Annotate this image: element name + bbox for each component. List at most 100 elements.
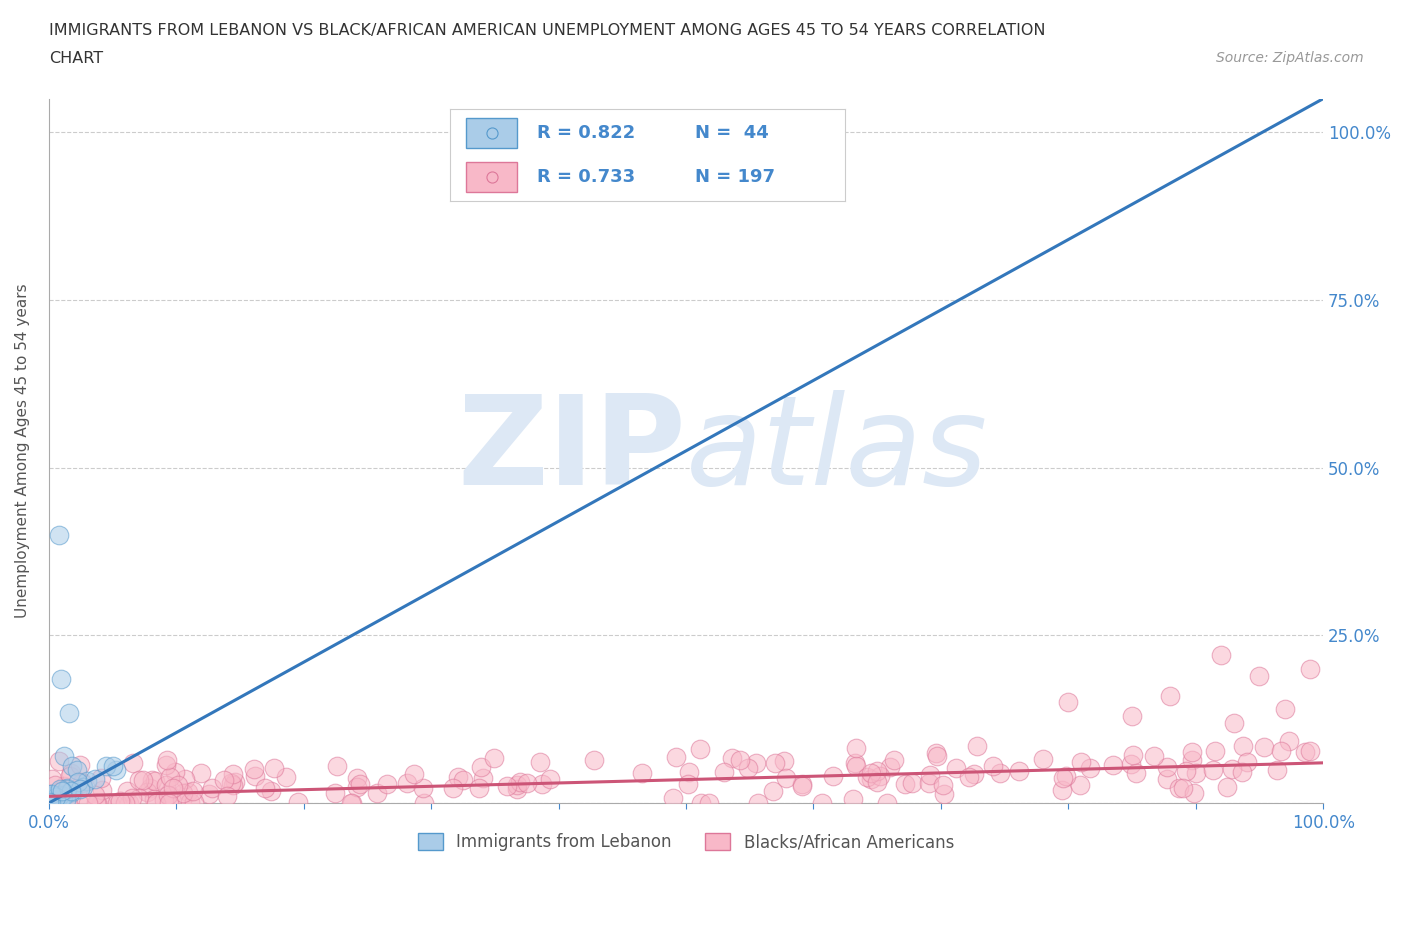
Point [346,780,368,795]
Point [1050,782,1073,797]
Point [1223,715,1246,730]
Point [1181,744,1204,759]
Point [842,791,865,806]
Point [981,758,1004,773]
Point [51,671,73,686]
Point [76,796,98,811]
Point [139,780,162,795]
Point [1253,740,1275,755]
Point [66,762,89,777]
Point [83,772,105,787]
Point [128,773,150,788]
Point [583,752,606,767]
Point [94,759,117,774]
Point [402,766,425,781]
Point [1008,764,1031,778]
Point [121,755,143,770]
Point [56,780,79,795]
Point [128,790,150,805]
Point [1121,709,1143,724]
Point [340,796,363,811]
Point [100,796,122,811]
Point [157,788,180,803]
Point [1204,743,1226,758]
Point [678,764,700,779]
Point [883,752,905,767]
Point [287,794,309,809]
Point [1159,688,1181,703]
Point [141,773,163,788]
Point [631,765,654,780]
Point [90,771,112,786]
Point [260,783,283,798]
Point [1232,738,1254,753]
Point [661,790,683,805]
Point [1054,769,1077,784]
Point [101,758,124,773]
Point [55,781,77,796]
Point [918,776,941,790]
Point [162,781,184,796]
Point [901,776,924,790]
Point [44,789,66,804]
Point [509,774,531,789]
Point [46,796,69,811]
Point [89,796,111,811]
Point [60,759,83,774]
Point [1156,772,1178,787]
Point [222,777,245,792]
Point [49,788,72,803]
Point [41,789,63,804]
Point [118,796,141,811]
Point [340,796,363,811]
Point [845,740,868,755]
Text: CHART: CHART [49,51,103,66]
Point [219,776,242,790]
Point [866,774,889,789]
Point [1143,749,1166,764]
Point [183,795,205,810]
Point [1274,702,1296,717]
Point [1102,758,1125,773]
Point [197,787,219,802]
Point [375,777,398,791]
Point [790,778,813,793]
Point [53,788,76,803]
Point [52,790,75,804]
Point [453,773,475,788]
Point [470,760,492,775]
Point [59,768,82,783]
Point [1211,648,1233,663]
Point [46,792,69,807]
Point [48,793,70,808]
Point [55,787,77,802]
Point [159,789,181,804]
Point [860,765,883,780]
Point [1201,763,1223,777]
Text: Source: ZipAtlas.com: Source: ZipAtlas.com [1216,51,1364,65]
Point [1156,760,1178,775]
Point [963,766,986,781]
Point [174,771,197,786]
Point [762,783,785,798]
Point [1168,780,1191,795]
Point [713,764,735,779]
Point [72,779,94,794]
Point [69,781,91,796]
Point [1220,762,1243,777]
Point [42,788,65,803]
Point [38,791,60,806]
Point [38,796,60,811]
Point [159,770,181,785]
Point [689,741,711,756]
Point [1278,734,1301,749]
Point [966,738,988,753]
Point [217,789,239,804]
Point [865,764,887,778]
Point [115,784,138,799]
Point [1265,763,1288,777]
Point [276,770,298,785]
Point [143,773,166,788]
Point [155,777,177,792]
Point [179,794,201,809]
